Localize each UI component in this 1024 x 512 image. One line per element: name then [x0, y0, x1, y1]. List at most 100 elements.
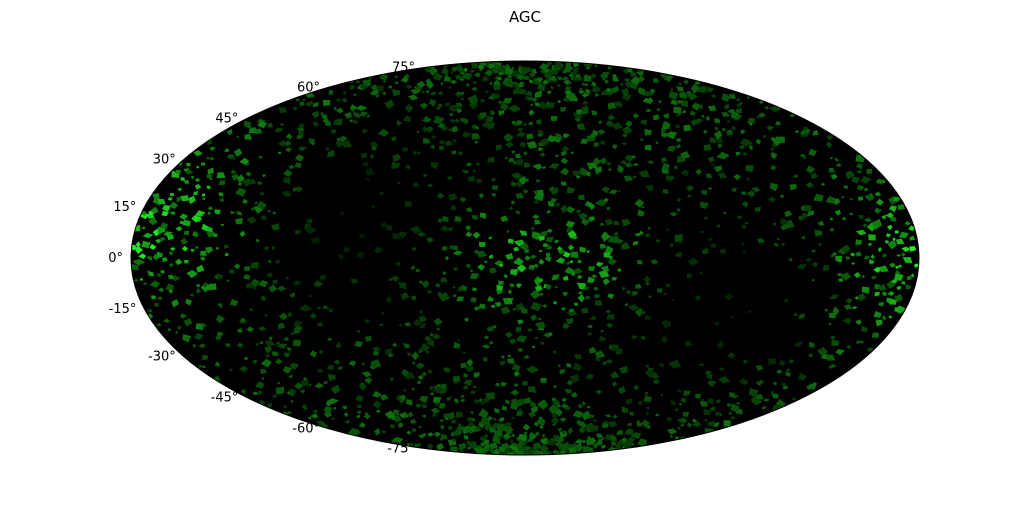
density-cell	[829, 217, 834, 221]
density-cell	[261, 174, 267, 178]
density-cell	[656, 288, 663, 293]
density-cell	[640, 419, 650, 428]
density-cell	[417, 380, 422, 384]
density-cell	[225, 343, 232, 347]
density-cell	[149, 280, 161, 288]
density-cell	[910, 273, 915, 278]
density-cell	[553, 301, 558, 305]
density-cell	[547, 440, 556, 446]
density-cell	[503, 422, 512, 428]
density-cell	[248, 179, 256, 184]
density-cell	[369, 89, 380, 96]
density-cell	[594, 93, 600, 98]
density-cell	[457, 151, 464, 156]
density-cell	[376, 85, 384, 92]
density-cell	[756, 237, 765, 244]
density-cell	[485, 90, 489, 93]
density-cell	[564, 266, 574, 275]
density-cell	[894, 273, 904, 281]
density-cell	[390, 136, 397, 142]
density-cell	[277, 151, 282, 155]
density-cell	[808, 148, 817, 157]
density-cell	[554, 154, 560, 158]
density-cell	[162, 205, 171, 212]
sky-map	[131, 61, 919, 455]
density-cell	[467, 94, 479, 106]
density-cell	[478, 408, 489, 419]
density-cell	[323, 406, 333, 412]
density-cell	[564, 89, 573, 96]
density-cell	[456, 92, 461, 96]
density-cell	[437, 217, 443, 224]
density-cell	[742, 359, 748, 364]
density-cell	[596, 433, 604, 438]
density-cell	[631, 335, 638, 340]
density-cell	[251, 279, 260, 287]
density-cell	[530, 254, 537, 259]
density-cell	[390, 424, 396, 429]
density-cell	[503, 432, 512, 439]
density-cell	[536, 189, 544, 196]
density-cell	[546, 252, 551, 257]
density-cell	[500, 215, 509, 222]
density-cell	[530, 301, 542, 312]
density-cell	[413, 318, 422, 327]
density-cell	[770, 147, 774, 151]
density-cell	[707, 421, 714, 426]
density-cell	[389, 278, 393, 281]
density-cell	[893, 305, 907, 314]
density-cell	[668, 359, 682, 369]
density-cell	[655, 141, 659, 144]
density-cell	[159, 236, 166, 242]
density-cell	[354, 105, 368, 111]
density-cell	[157, 226, 166, 235]
density-cell	[405, 103, 414, 113]
density-cell	[871, 275, 877, 280]
density-cell	[309, 350, 317, 358]
density-cell	[578, 87, 584, 91]
density-cell	[427, 442, 434, 450]
density-cell	[400, 292, 410, 301]
density-cell	[620, 241, 631, 250]
density-cell	[169, 247, 176, 252]
density-cell	[746, 190, 756, 198]
density-cell	[460, 362, 468, 369]
density-cell	[167, 274, 175, 280]
density-cell	[855, 229, 867, 236]
density-cell	[446, 411, 456, 421]
density-cell	[853, 272, 861, 279]
density-cell	[572, 362, 582, 372]
density-cell	[736, 98, 741, 102]
density-cell	[555, 202, 561, 208]
density-cell	[814, 229, 823, 237]
density-cell	[416, 231, 427, 237]
density-cell	[398, 323, 403, 327]
density-cell	[644, 369, 658, 378]
density-cell	[218, 180, 226, 186]
density-cell	[606, 161, 612, 166]
density-cell	[207, 211, 211, 215]
density-cell	[553, 434, 560, 441]
density-cell	[846, 344, 852, 349]
density-cell	[617, 189, 622, 193]
density-cell	[219, 197, 224, 202]
density-cell	[454, 216, 462, 222]
density-cell	[437, 103, 443, 109]
density-cell	[632, 163, 639, 167]
density-cell	[557, 364, 561, 367]
density-cell	[226, 154, 235, 160]
density-cell	[417, 90, 421, 93]
density-cell	[379, 191, 384, 195]
density-cell	[377, 128, 390, 137]
density-cell	[561, 430, 566, 436]
density-cell	[249, 308, 254, 311]
density-cell	[700, 399, 704, 402]
density-cell	[771, 142, 778, 149]
density-cell	[441, 67, 449, 76]
density-cell	[495, 382, 500, 387]
density-cell	[176, 196, 182, 203]
density-cell	[392, 409, 400, 416]
density-cell	[453, 375, 461, 383]
density-cell	[551, 413, 558, 418]
density-cell	[704, 418, 708, 422]
